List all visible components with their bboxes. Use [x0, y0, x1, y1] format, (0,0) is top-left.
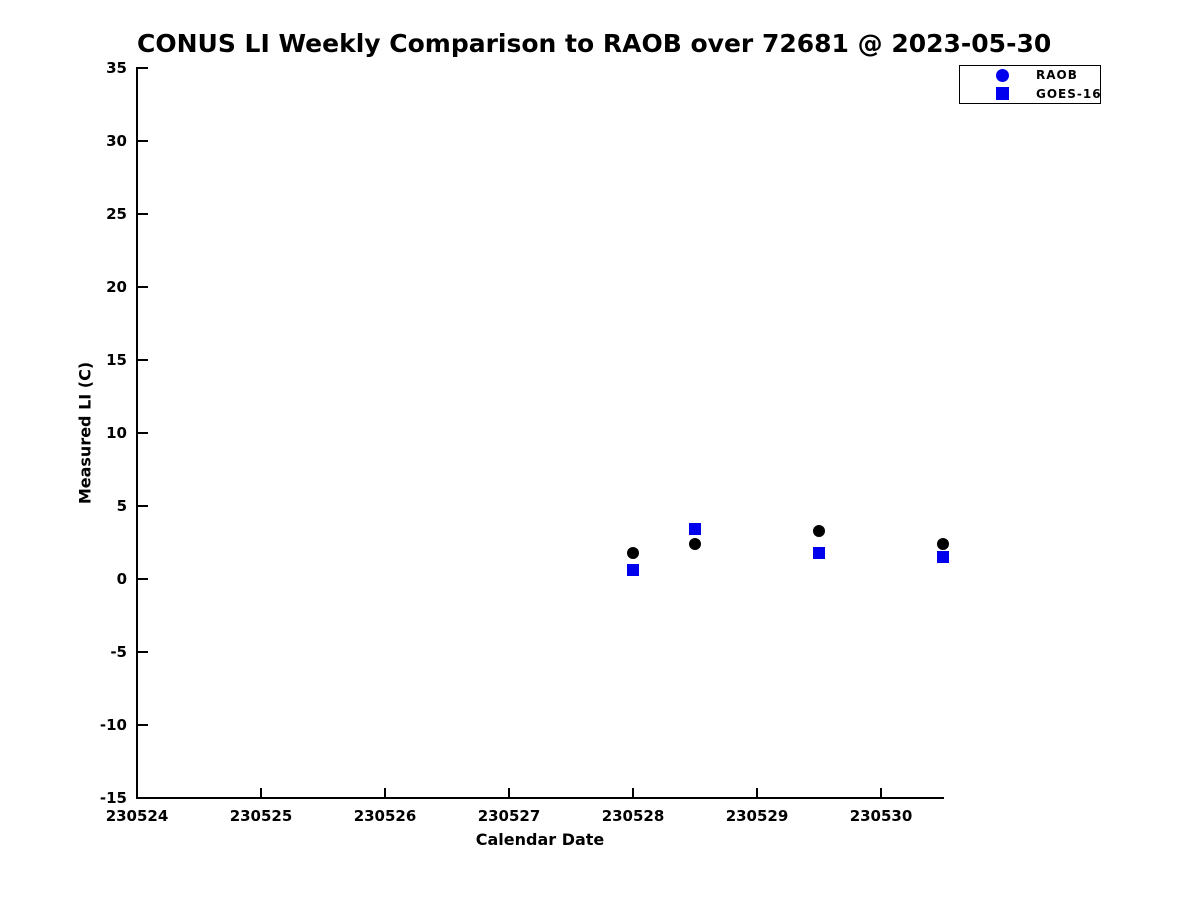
x-tick-label: 230525 — [229, 807, 293, 825]
y-tick-label: 35 — [106, 59, 127, 77]
y-tick-mark — [137, 67, 148, 69]
raob-data-point — [813, 524, 825, 537]
y-tick-mark — [137, 724, 148, 726]
y-tick-label: -10 — [99, 716, 127, 734]
x-tick-label: 230529 — [725, 807, 789, 825]
goes-16-data-point — [627, 564, 639, 577]
legend: RAOB GOES-16 — [959, 65, 1101, 104]
x-tick-mark — [384, 788, 386, 798]
x-tick-label: 230526 — [353, 807, 417, 825]
legend-entry-goes16: GOES-16 — [960, 85, 1102, 103]
y-tick-mark — [137, 578, 148, 580]
x-tick-mark — [508, 788, 510, 798]
y-tick-label: 20 — [106, 278, 127, 296]
x-axis-spine — [136, 797, 944, 799]
y-tick-label: 10 — [106, 424, 127, 442]
goes16-legend-square-icon — [996, 87, 1009, 101]
y-tick-label: 5 — [116, 497, 127, 515]
y-tick-mark — [137, 797, 148, 799]
x-tick-label: 230524 — [105, 807, 169, 825]
y-tick-mark — [137, 432, 148, 434]
chart-title: CONUS LI Weekly Comparison to RAOB over … — [137, 29, 1052, 58]
x-tick-mark — [260, 788, 262, 798]
y-tick-label: 15 — [106, 351, 127, 369]
y-tick-mark — [137, 213, 148, 215]
y-tick-mark — [137, 286, 148, 288]
raob-data-point — [627, 546, 639, 559]
y-tick-mark — [137, 651, 148, 653]
raob-legend-circle-icon — [996, 68, 1009, 82]
legend-label-goes16: GOES-16 — [1036, 86, 1102, 101]
x-tick-mark — [880, 788, 882, 798]
y-tick-label: -15 — [99, 789, 127, 807]
x-axis-label: Calendar Date — [475, 830, 605, 849]
raob-data-point — [937, 537, 949, 550]
y-tick-label: 30 — [106, 132, 127, 150]
raob-data-point — [689, 537, 701, 550]
legend-label-raob: RAOB — [1036, 68, 1078, 83]
goes-16-data-point — [689, 523, 701, 536]
y-tick-label: 25 — [106, 205, 127, 223]
x-tick-label: 230527 — [477, 807, 541, 825]
x-tick-mark — [136, 788, 138, 798]
y-tick-label: -5 — [110, 643, 127, 661]
goes-16-data-point — [813, 546, 825, 559]
y-tick-label: 0 — [116, 570, 127, 588]
legend-entry-raob: RAOB — [960, 66, 1100, 84]
y-tick-mark — [137, 140, 148, 142]
x-tick-label: 230530 — [849, 807, 913, 825]
y-tick-mark — [137, 505, 148, 507]
x-tick-label: 230528 — [601, 807, 665, 825]
x-tick-mark — [756, 788, 758, 798]
y-tick-mark — [137, 359, 148, 361]
goes-16-data-point — [937, 551, 949, 564]
x-tick-mark — [632, 788, 634, 798]
